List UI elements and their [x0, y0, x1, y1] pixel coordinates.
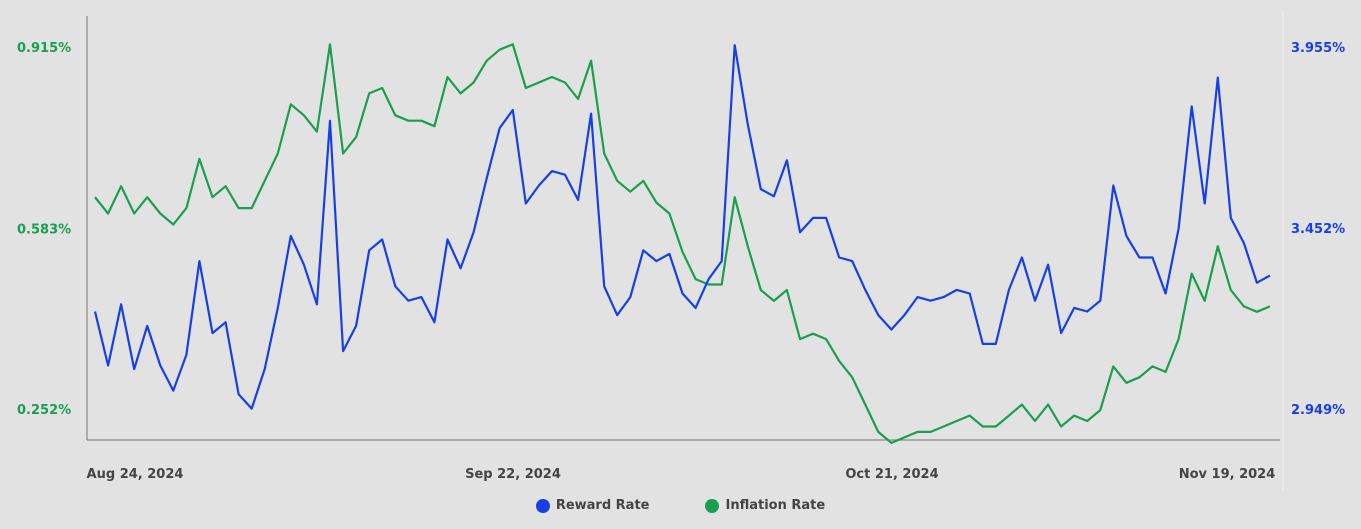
x-axis-tick-label: Nov 19, 2024: [1179, 467, 1276, 482]
left-axis-tick-label: 0.252%: [17, 403, 71, 418]
legend: Reward Rate Inflation Rate: [0, 498, 1361, 513]
reward-rate-line: [93, 44, 1271, 410]
reward-rate-swatch-icon: [535, 498, 550, 513]
legend-item-inflation-rate[interactable]: Inflation Rate: [705, 498, 825, 513]
inflation-rate-swatch-icon: [705, 498, 720, 513]
x-axis-tick-label: Aug 24, 2024: [87, 467, 184, 482]
legend-item-reward-rate[interactable]: Reward Rate: [535, 498, 650, 513]
x-axis-tick-label: Oct 21, 2024: [845, 467, 938, 482]
right-axis-tick-label: 3.452%: [1291, 222, 1345, 237]
right-axis-tick-label: 3.955%: [1291, 41, 1345, 56]
left-axis-tick-label: 0.915%: [17, 41, 71, 56]
right-axis-tick-label: 2.949%: [1291, 403, 1345, 418]
legend-label-reward-rate: Reward Rate: [555, 498, 650, 513]
legend-label-inflation-rate: Inflation Rate: [725, 498, 826, 513]
left-axis-tick-label: 0.583%: [17, 222, 71, 237]
x-axis-tick-label: Sep 22, 2024: [465, 467, 561, 482]
line-chart: 0.915% 0.583% 0.252% 3.955% 3.452% 2.949% Au…: [17, 10, 1345, 490]
inflation-rate-line: [94, 43, 1271, 444]
